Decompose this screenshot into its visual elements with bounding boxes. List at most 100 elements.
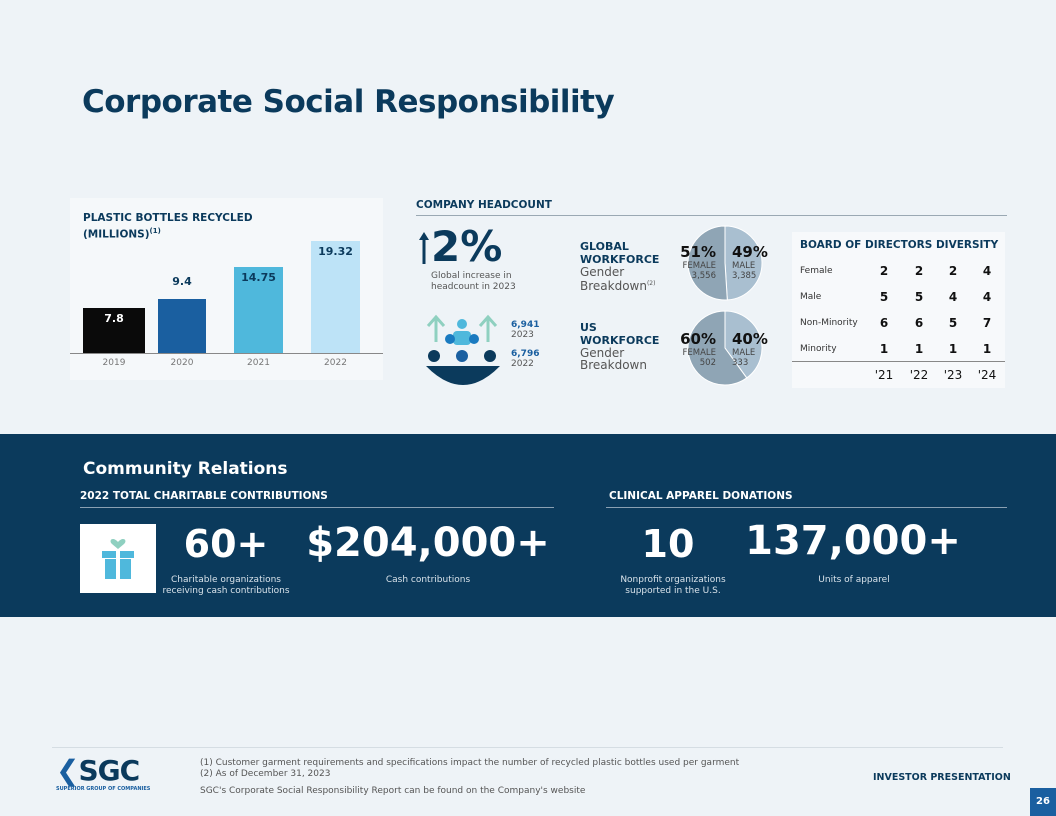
us-title-1: US <box>580 321 597 334</box>
apparel-header: CLINICAL APPAREL DONATIONS <box>609 490 793 502</box>
footnote-3: SGC's Corporate Social Responsibility Re… <box>200 786 586 796</box>
board-cell: 1 <box>948 342 958 356</box>
board-year: '22 <box>909 368 929 382</box>
headcount-header: COMPANY HEADCOUNT <box>416 199 552 211</box>
board-cell: 4 <box>948 290 958 304</box>
us-female-pct: 60% <box>680 330 716 348</box>
divider <box>792 361 1005 362</box>
global-male-count: 3,385 <box>732 271 757 281</box>
stat-value: 60+ <box>183 522 269 566</box>
increase-caption-2: headcount in 2023 <box>431 282 516 292</box>
divider <box>606 507 1007 508</box>
count-2023: 6,941 <box>511 320 540 330</box>
divider <box>416 215 1007 216</box>
page-number: 26 <box>1030 788 1056 816</box>
board-year: '23 <box>943 368 963 382</box>
global-workforce-label: GLOBAL WORKFORCE Gender Breakdown(2) <box>580 240 659 292</box>
board-cell: 5 <box>879 290 889 304</box>
board-year: '24 <box>977 368 997 382</box>
headcount-increase: 2% <box>431 222 503 271</box>
female-slice <box>687 310 748 386</box>
us-title-2: WORKFORCE <box>580 334 660 347</box>
sgc-logo: ❮SGC SUPERIOR GROUP OF COMPANIES <box>56 754 151 793</box>
board-row-label: Non-Minority <box>800 318 858 328</box>
global-female-count: 3,556 <box>691 271 716 281</box>
us-male-pct: 40% <box>732 330 768 348</box>
global-female-label: FEMALE <box>682 261 716 271</box>
board-cell: 1 <box>982 342 992 356</box>
board-cell: 2 <box>948 264 958 278</box>
global-title-1: GLOBAL <box>580 240 629 253</box>
community-relations-section: Community Relations 2022 TOTAL CHARITABL… <box>0 434 1056 617</box>
female-slice <box>687 225 728 301</box>
x-tick-label: 2021 <box>247 358 270 368</box>
global-sub-2: Breakdown <box>580 279 647 293</box>
stat-caption: Units of apparel <box>818 575 890 585</box>
global-title-2: WORKFORCE <box>580 253 660 266</box>
stat-caption: Cash contributions <box>385 575 471 585</box>
board-cell: 1 <box>879 342 889 356</box>
chart-title-sup: (1) <box>149 227 161 235</box>
us-female-label: FEMALE <box>682 348 716 358</box>
bar-2022: 19.32 <box>311 241 360 353</box>
board-cell: 2 <box>914 264 924 278</box>
community-title: Community Relations <box>83 459 288 479</box>
stat-value: $204,000+ <box>306 520 550 566</box>
board-cell: 2 <box>879 264 889 278</box>
x-tick-label: 2020 <box>170 358 194 368</box>
bar-label: 7.8 <box>104 311 124 325</box>
divider <box>80 507 554 508</box>
stat-caption: supported in the U.S. <box>625 586 721 596</box>
bar-label: 9.4 <box>172 274 192 288</box>
board-diversity-table: BOARD OF DIRECTORS DIVERSITY Female 2 2 2 4 M… <box>792 232 1005 388</box>
footer-divider <box>52 747 1003 748</box>
board-row-label: Minority <box>800 344 837 354</box>
global-female-pct: 51% <box>680 243 716 261</box>
increase-caption-1: Global increase in <box>431 271 512 281</box>
x-tick-label: 2019 <box>102 358 126 368</box>
us-sub-1: Gender <box>580 346 625 360</box>
chart-title-line2: (MILLIONS) <box>83 228 150 241</box>
x-tick-label: 2022 <box>324 358 347 368</box>
count-2022: 6,796 <box>511 349 540 359</box>
us-sub-2: Breakdown <box>580 358 647 372</box>
global-gender-pie <box>687 225 763 301</box>
global-sup: (2) <box>646 280 656 287</box>
page-title: Corporate Social Responsibility <box>82 84 615 120</box>
board-cell: 1 <box>914 342 924 356</box>
male-slice <box>724 225 763 301</box>
bar-label: 14.75 <box>241 271 276 285</box>
global-male-label: MALE <box>732 261 756 271</box>
stat-value: 10 <box>641 522 695 566</box>
x-axis <box>70 353 383 354</box>
chart-title: PLASTIC BOTTLES RECYCLED (MILLIONS)(1) <box>83 212 253 242</box>
stat-caption: Charitable organizations <box>170 575 281 585</box>
board-cell: 5 <box>914 290 924 304</box>
logo-text: SGC <box>78 754 140 787</box>
global-male-pct: 49% <box>732 243 768 261</box>
board-year: '21 <box>874 368 894 382</box>
plastic-bottles-chart: PLASTIC BOTTLES RECYCLED (MILLIONS)(1) 7.… <box>70 198 383 380</box>
us-gender-pie <box>687 310 763 386</box>
logo-subtitle: SUPERIOR GROUP OF COMPANIES <box>56 786 151 792</box>
board-cell: 7 <box>982 316 992 330</box>
bar-2020: 9.4 <box>158 275 206 353</box>
people-icon <box>424 312 502 390</box>
footnote-1: (1) Customer garment requirements and sp… <box>200 758 740 768</box>
stat-value: 137,000+ <box>745 518 961 564</box>
board-cell: 4 <box>982 290 992 304</box>
board-row-label: Male <box>800 292 822 302</box>
us-male-count: 333 <box>732 358 749 368</box>
bar-label: 19.32 <box>318 245 353 258</box>
bar-2021: 14.75 <box>234 267 283 353</box>
gift-icon <box>80 524 156 593</box>
chart-title-line1: PLASTIC BOTTLES RECYCLED <box>83 212 253 224</box>
global-sub-1: Gender <box>580 265 625 279</box>
board-cell: 4 <box>982 264 992 278</box>
us-male-label: MALE <box>732 348 756 358</box>
board-cell: 6 <box>914 316 924 330</box>
year-2022: 2022 <box>511 359 534 369</box>
male-slice <box>724 310 763 379</box>
bar-2019: 7.8 <box>83 307 145 353</box>
board-cell: 5 <box>948 316 958 330</box>
